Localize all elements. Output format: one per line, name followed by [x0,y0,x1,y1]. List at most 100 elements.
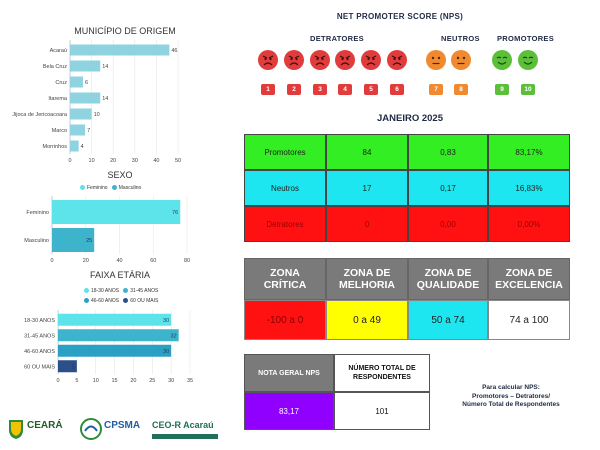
sexo-legend: Feminino Masculino [80,185,141,191]
logo-ceo-bar [152,434,218,439]
summary-cell: 0,00% [488,206,570,242]
summary-cell: 0 [326,206,408,242]
x-tick-label: 80 [184,258,190,264]
faixa-legend: 18-30 ANOS 31-45 ANOS 46-60 ANOS 60 OU M… [84,286,214,306]
formula-line-2: Promotores – Detratores/ [471,392,551,400]
nps-score-value-cell: 83,17 [244,392,334,430]
legend-swatch [84,288,89,294]
x-tick-label: 0 [50,258,53,264]
x-tick-label: 10 [89,158,95,163]
data-label: 32 [171,333,177,339]
promotor-face-icon [492,50,512,70]
score-box-4: 4 [338,84,352,95]
nps-score-value: 83,17 [278,406,300,416]
respondents-value-cell: 101 [334,392,430,430]
x-tick-label: 0 [56,378,59,384]
zone-header: ZONA DE QUALIDADE [408,258,488,300]
data-label: 10 [94,112,100,118]
bar [70,60,101,72]
score-box-1: 1 [261,84,275,95]
category-label: Bela Cruz [43,64,67,70]
summary-cell: Neutros [244,170,326,206]
nps-formula: Para calcular NPS: Promotores – Detrator… [446,384,576,410]
bar [70,140,79,152]
score-box-8: 8 [454,84,468,95]
summary-cell: 83,17% [488,134,570,170]
legend-swatch [80,185,85,191]
bar [52,200,181,224]
month-title: JANEIRO 2025 [376,113,443,124]
respondents-header: NÚMERO TOTAL DE RESPONDENTES [334,354,430,392]
legend-60-mais: 60 OU MAIS [130,298,159,304]
legend-31-45: 31-45 ANOS [130,288,159,294]
summary-cell: 0,17 [408,170,488,206]
detrator-face-icon [258,50,278,70]
summary-cell: 0,83 [408,134,488,170]
data-label: 25 [86,238,92,244]
bar [58,344,172,357]
data-label: 14 [102,96,108,102]
data-label: 7 [87,128,90,134]
detratores-label: DETRATORES [310,34,364,43]
x-tick-label: 35 [187,378,193,384]
x-tick-label: 25 [149,378,155,384]
zone-header: ZONA DE MELHORIA [326,258,408,300]
legend-46-60: 46-60 ANOS [91,298,120,304]
summary-cell: 17 [326,170,408,206]
category-label: Cruz [55,80,67,86]
category-label: Itarema [48,96,68,102]
category-label: 46-60 ANOS [24,349,55,355]
neutros-label: NEUTROS [441,34,480,43]
municipio-title: MUNICÍPIO DE ORIGEM [74,26,176,36]
nps-title: NET PROMOTER SCORE (NPS) [336,12,464,21]
sexo-title: SEXO [107,170,133,180]
legend-18-30: 18-30 ANOS [91,288,120,294]
category-label: Masculino [24,238,49,244]
nps-score-header: NOTA GERAL NPS [244,354,334,392]
score-box-2: 2 [287,84,301,95]
x-tick-label: 30 [168,378,174,384]
category-label: Morrinhos [43,144,68,150]
x-tick-label: 60 [150,258,156,264]
x-tick-label: 20 [130,378,136,384]
data-label: 30 [163,349,169,355]
summary-cell: Detratores [244,206,326,242]
x-tick-label: 10 [93,378,99,384]
score-box-9: 9 [495,84,509,95]
legend-masculino: Masculino [118,185,142,191]
zone-range: 50 a 74 [408,300,488,340]
legend-feminino: Feminino [87,185,108,191]
logo-ceo: CEO-R Acaraú [152,418,222,442]
neutro-face-icon [451,50,471,70]
detrator-face-icon [284,50,304,70]
formula-line-1: Para calcular NPS: [482,384,540,391]
x-tick-label: 50 [175,158,181,163]
promotor-face-icon [518,50,538,70]
data-label: 14 [102,64,108,70]
logo-cpsma: CPSMA [80,418,150,442]
data-label: 6 [85,80,88,86]
bar [58,329,179,342]
legend-swatch [84,298,89,304]
municipio-chart: 0 10 20 30 40 50 Acaraú 46 Bela Cruz 14 Cruz 6 Itare… [12,40,181,163]
score-box-3: 3 [313,84,327,95]
neutro-face-icon [426,50,446,70]
legend-swatch [123,288,129,294]
data-label: 76 [172,210,178,216]
summary-cell: 0,00 [408,206,488,242]
score-box-5: 5 [364,84,378,95]
data-label: 46 [171,48,177,54]
zone-range: 74 a 100 [488,300,570,340]
score-box-7: 7 [429,84,443,95]
data-label: 5 [72,364,75,370]
detrator-face-icon [361,50,381,70]
bar [52,228,95,252]
logo-ceo-text: CEO-R Acaraú [152,420,214,430]
legend-swatch [111,185,117,191]
bar [70,92,101,104]
detrator-face-icon [387,50,407,70]
bar [58,360,77,373]
cpsma-emblem-icon [80,418,102,440]
category-label: Feminino [26,210,49,216]
summary-cell: 84 [326,134,408,170]
